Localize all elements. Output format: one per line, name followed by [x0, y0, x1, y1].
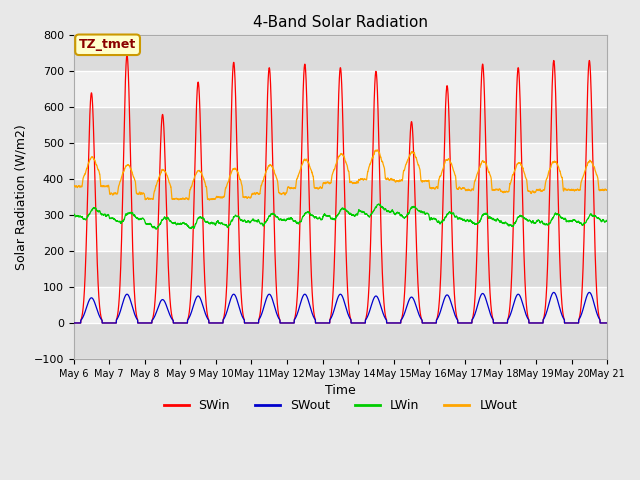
Text: TZ_tmet: TZ_tmet	[79, 38, 136, 51]
Bar	[74, 107, 607, 143]
SWin	[604, 320, 611, 326]
LWin	[603, 218, 611, 224]
Line: LWout: LWout	[74, 150, 607, 200]
LWout	[166, 180, 173, 186]
SWout	[321, 320, 328, 326]
SWout	[490, 320, 498, 326]
SWin	[490, 320, 498, 326]
Bar	[74, 251, 607, 287]
SWout	[166, 311, 173, 317]
SWout	[460, 320, 468, 326]
LWout	[374, 147, 381, 153]
SWin	[123, 52, 131, 58]
LWout	[490, 187, 498, 193]
SWin	[166, 291, 173, 297]
SWin	[460, 320, 468, 326]
Line: SWin: SWin	[74, 55, 607, 323]
Y-axis label: Solar Radiation (W/m2): Solar Radiation (W/m2)	[15, 124, 28, 270]
LWin	[321, 211, 328, 217]
SWout	[604, 320, 611, 326]
LWout	[604, 188, 611, 193]
Bar	[74, 143, 607, 179]
Title: 4-Band Solar Radiation: 4-Band Solar Radiation	[253, 15, 428, 30]
SWout	[70, 320, 77, 326]
LWout	[321, 180, 328, 186]
LWin	[490, 216, 498, 222]
LWout	[431, 186, 438, 192]
X-axis label: Time: Time	[325, 384, 356, 397]
LWout	[205, 197, 213, 203]
Bar	[74, 287, 607, 323]
SWout	[603, 320, 611, 326]
Bar	[74, 323, 607, 359]
LWin	[431, 216, 438, 222]
LWin	[604, 217, 611, 223]
LWin	[70, 211, 77, 217]
SWin	[603, 320, 611, 326]
SWin	[70, 320, 77, 326]
Line: SWout: SWout	[74, 292, 607, 323]
SWout	[430, 320, 438, 326]
SWin	[431, 320, 438, 326]
LWout	[603, 187, 611, 192]
Bar	[74, 72, 607, 107]
LWin	[153, 226, 161, 232]
Legend: SWin, SWout, LWin, LWout: SWin, SWout, LWin, LWout	[159, 395, 522, 418]
SWin	[321, 320, 328, 326]
LWout	[460, 185, 468, 191]
Bar	[74, 215, 607, 251]
Bar	[74, 36, 607, 72]
LWin	[166, 218, 173, 224]
LWin	[460, 216, 468, 222]
LWin	[374, 201, 382, 207]
Line: LWin: LWin	[74, 204, 607, 229]
LWout	[70, 183, 77, 189]
Bar	[74, 179, 607, 215]
SWout	[586, 289, 593, 295]
